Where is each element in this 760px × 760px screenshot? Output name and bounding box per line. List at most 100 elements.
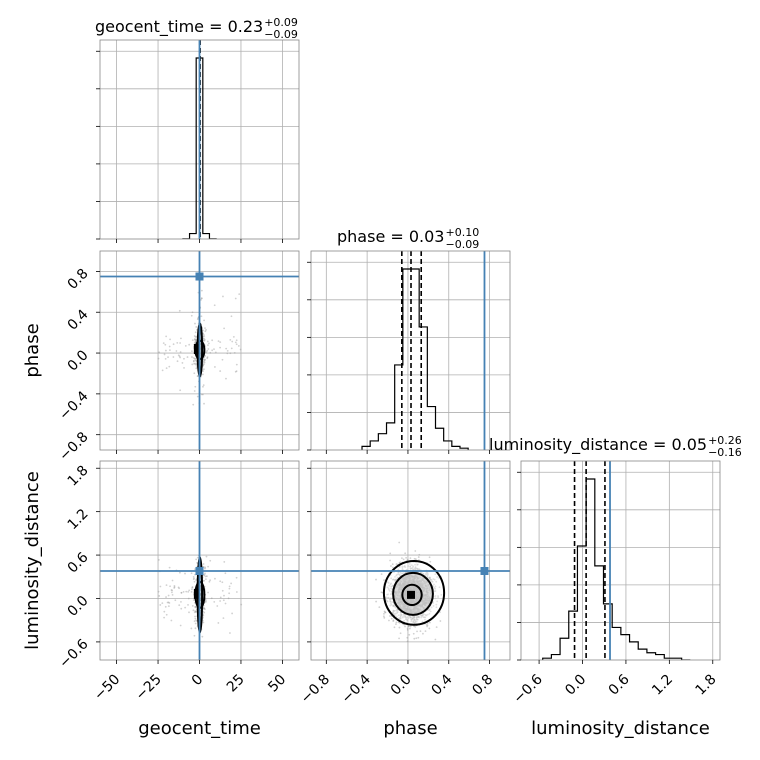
sample-point [206,340,209,343]
sample-point [213,600,216,603]
sample-point [401,565,404,568]
sample-point [191,339,194,342]
panel-luminosity_distance-hist-frame [520,460,721,661]
sample-point [207,344,209,347]
sample-point [234,297,237,300]
sample-point [234,370,237,373]
sample-point [392,610,395,612]
sample-point [182,590,185,593]
sample-point [407,617,410,619]
sample-point [178,587,181,590]
sample-point [412,621,415,623]
sample-point [203,579,206,582]
sample-point [433,583,435,586]
sample-point [394,575,396,578]
sample-point [405,617,407,620]
sample-point [168,365,171,368]
sample-point [204,600,207,603]
sample-point [195,364,198,367]
sample-point [434,585,437,588]
panel-phase-vs-luminosity_distance-frame [310,460,511,661]
sample-point [219,370,222,372]
sample-point [406,619,409,622]
sample-point [167,594,170,597]
sample-point [412,568,414,570]
sample-point [192,599,195,602]
sample-point [425,614,428,617]
sample-point [389,615,391,617]
sample-point [228,585,231,588]
sample-point [426,624,429,627]
sample-point [194,338,196,340]
sample-point [203,607,205,610]
sample-point [434,597,437,600]
sample-point [386,600,388,602]
sample-point [222,295,224,298]
sample-point [439,620,442,622]
sample-point [429,578,432,581]
sample-point [209,579,212,582]
sample-point [433,586,436,589]
sample-point [176,360,179,363]
sample-point [225,347,228,350]
x-tick-label: 0 [189,672,207,690]
sample-point [188,589,191,592]
sample-point [194,322,196,325]
sample-point [431,580,434,583]
sample-point [428,577,431,580]
sample-point [391,611,394,614]
sample-point [405,556,408,559]
title-main: luminosity_distance = 0.05 [489,435,707,455]
sample-point [421,614,424,617]
sample-point [413,621,416,624]
sample-point [183,367,185,369]
sample-point [207,565,209,568]
sample-point [409,616,412,619]
sample-point [404,616,407,619]
sample-point [415,637,418,640]
sample-point [193,634,196,637]
sample-point [191,311,194,314]
sample-point [240,603,243,606]
sample-point [413,557,416,560]
sample-point [233,352,236,354]
sample-point [412,565,415,568]
sample-point [235,339,238,342]
sample-point [389,602,392,605]
sample-point [202,621,205,624]
sample-point [211,349,214,352]
sample-point [214,366,216,368]
sample-point [204,608,206,611]
sample-point [217,622,220,624]
sample-point [190,572,193,575]
sample-point [191,586,194,588]
sample-point [401,557,403,560]
sample-point [406,636,409,639]
sample-point [395,623,397,626]
sample-point [167,605,170,608]
sample-point [403,614,406,616]
sample-point [410,567,413,570]
sample-point [232,336,235,338]
sample-point [428,576,431,579]
sample-point [397,568,400,571]
sample-point [405,616,408,619]
sample-point [162,342,165,345]
sample-point [158,351,161,354]
sample-point [409,557,412,560]
sample-point [170,589,173,591]
y-tick-label: 0.0 [65,593,92,620]
sample-point [404,615,407,618]
sample-point [421,572,423,574]
sample-point [414,619,416,622]
sample-point [393,578,396,581]
sample-point [388,588,390,591]
sample-point [390,603,393,606]
sample-point [390,617,393,620]
sample-point [203,607,206,610]
sample-point [375,578,377,581]
sample-point [184,606,187,609]
sample-point [428,608,431,611]
sample-point [434,590,437,592]
sample-point [397,573,400,576]
